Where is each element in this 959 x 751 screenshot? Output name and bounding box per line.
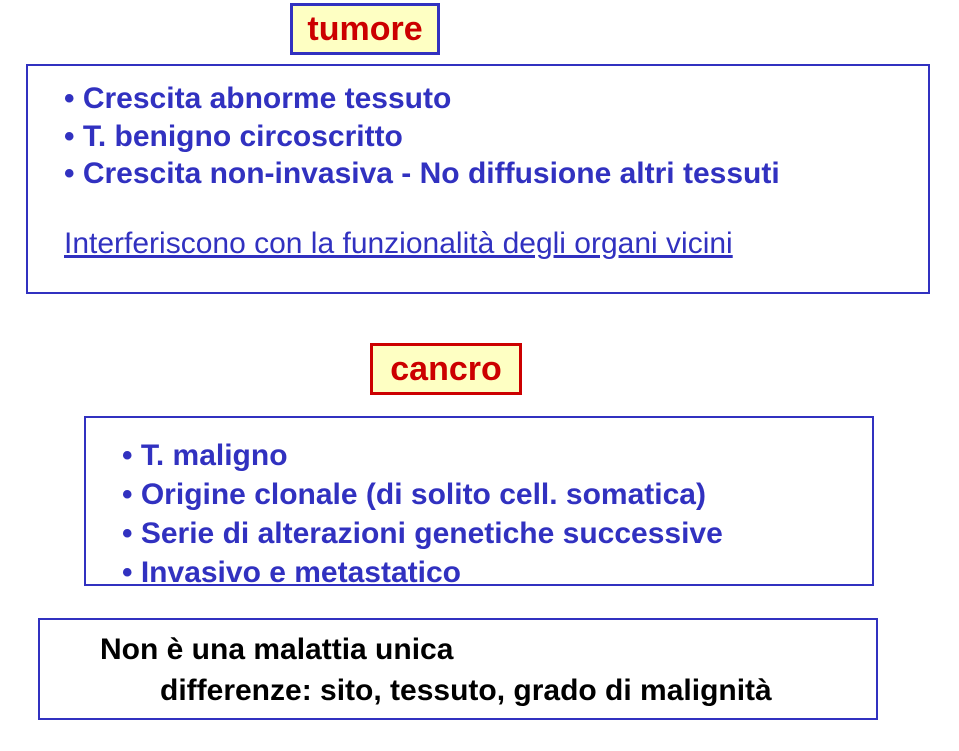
bullet-item: T. maligno — [122, 436, 872, 475]
bullet-item: T. benigno circoscritto — [64, 118, 928, 156]
tumore-box: Crescita abnorme tessutoT. benigno circo… — [26, 64, 930, 294]
label-cancro: cancro — [370, 343, 522, 395]
bullet-item: Serie di alterazioni genetiche successiv… — [122, 514, 872, 553]
cancro-box: T. malignoOrigine clonale (di solito cel… — [84, 416, 874, 586]
summary-line1: Non è una malattia unica — [100, 630, 876, 671]
bullet-item: Invasivo e metastatico — [122, 553, 872, 592]
tumore-bullets: Crescita abnorme tessutoT. benigno circo… — [64, 80, 928, 193]
summary-box: Non è una malattia unica differenze: sit… — [38, 618, 878, 720]
bullet-item: Origine clonale (di solito cell. somatic… — [122, 475, 872, 514]
summary-line2: differenze: sito, tessuto, grado di mali… — [100, 671, 876, 712]
bullet-item: Crescita abnorme tessuto — [64, 80, 928, 118]
cancro-bullets: T. malignoOrigine clonale (di solito cel… — [122, 436, 872, 592]
bullet-item: Crescita non-invasiva - No diffusione al… — [64, 155, 928, 193]
label-tumore: tumore — [290, 3, 440, 55]
tumore-footer: Interferiscono con la funzionalità degli… — [64, 227, 928, 261]
